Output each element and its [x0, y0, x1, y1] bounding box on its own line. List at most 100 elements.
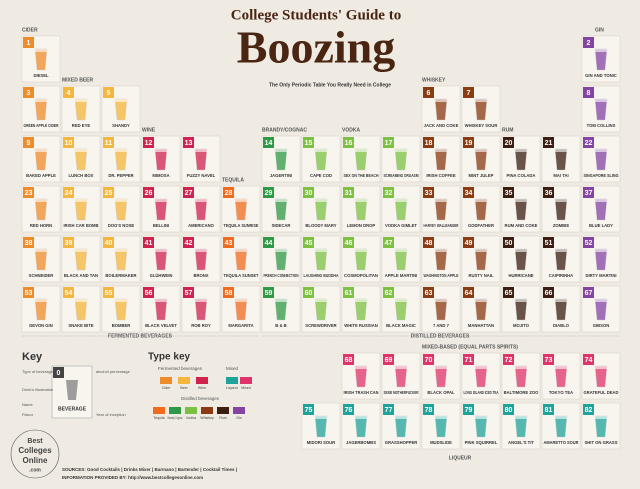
- element-cell: 10 LUNCH BOX: [61, 135, 101, 183]
- group-label: MIXED BEER: [62, 77, 94, 83]
- type-key-subhead: Fermented beverages: [158, 366, 203, 371]
- element-cell: 17 SCREAMING ORGASM: [381, 135, 421, 183]
- glass-top: [115, 249, 127, 252]
- element-cell: 28 TEQUILA SUNRISE: [221, 185, 261, 233]
- type-swatch: [153, 407, 165, 414]
- glass: [354, 415, 368, 438]
- sources: INFORMATION PROVIDED BY: http://www.best…: [62, 475, 203, 480]
- element-cell: 15 CAPE COD: [301, 135, 341, 183]
- group-label: MIXED-BASED (EQUAL PARTS SPIRITS): [422, 344, 518, 350]
- key-callout: Year of inception: [96, 412, 126, 417]
- element-number: 78: [425, 407, 433, 414]
- glass: [314, 198, 328, 221]
- element-name: BAKED APPLE: [26, 173, 56, 178]
- type-swatch: [185, 407, 197, 414]
- glass: [234, 248, 248, 271]
- element-cell: 9 BAKED APPLE: [21, 135, 61, 183]
- element-name: BLOODY MARY: [305, 223, 336, 228]
- glass: [594, 415, 608, 438]
- element-cell: 80 ANGEL'S TIT: [501, 402, 541, 450]
- element-number: 38: [25, 240, 33, 247]
- group-label: FERMENTED BEVERAGES: [108, 333, 173, 339]
- element-number: 16: [345, 140, 353, 147]
- number-box: [343, 354, 354, 365]
- element-number: 59: [265, 290, 273, 297]
- element-name: 7 AND 7: [433, 323, 450, 328]
- element-number: 49: [465, 240, 473, 247]
- big-title: Boozing: [237, 22, 395, 73]
- number-box: [583, 354, 594, 365]
- glass: [34, 248, 48, 271]
- glass: [194, 198, 208, 221]
- glass: [234, 198, 248, 221]
- element-name: SCHNEIDER: [29, 273, 54, 278]
- element-number: 39: [65, 240, 73, 247]
- element-number: 60: [305, 290, 313, 297]
- glass: [434, 298, 448, 321]
- element-number: 2: [587, 40, 591, 47]
- glass: [74, 298, 88, 321]
- element-cell: 7 WHISKEY SOUR: [461, 85, 501, 133]
- glass: [74, 98, 88, 121]
- element-name: IRISH CAR BOMB: [64, 223, 99, 228]
- element-cell: 61 WHITE RUSSIAN: [341, 285, 381, 333]
- number-box: [183, 187, 194, 198]
- glass: [394, 148, 408, 171]
- element-name: RED EYE: [72, 123, 91, 128]
- group-label: LIQUEUR: [449, 455, 472, 461]
- number-box: [383, 187, 394, 198]
- glass-top: [115, 149, 127, 152]
- element-name: MUDSLIDE: [430, 440, 452, 445]
- glass-top: [555, 416, 567, 419]
- number-box: [383, 354, 394, 365]
- glass-top: [35, 249, 47, 252]
- number-box: [423, 187, 434, 198]
- element-number: 81: [545, 407, 553, 414]
- number-box: [223, 237, 234, 248]
- element-cell: 2 GIN AND TONIC: [581, 35, 621, 83]
- glass: [594, 298, 608, 321]
- element-name: FUZZY NAVEL: [187, 173, 216, 178]
- element-number: 25: [105, 190, 113, 197]
- glass-top: [475, 99, 487, 102]
- element-cell: 47 APPLE MARTINI: [381, 235, 421, 283]
- number-box: [63, 287, 74, 298]
- glass: [114, 248, 128, 271]
- element-number: 56: [145, 290, 153, 297]
- glass: [314, 148, 328, 171]
- glass: [354, 298, 368, 321]
- element-cell: 30 BLOODY MARY: [301, 185, 341, 233]
- glass: [274, 298, 288, 321]
- element-name: MANHATTAN: [468, 323, 494, 328]
- key-glass: [66, 380, 78, 400]
- type-label: Mixed: [241, 386, 251, 390]
- element-name: DIABLO: [553, 323, 570, 328]
- group-label: GIN: [595, 27, 604, 33]
- glass: [474, 298, 488, 321]
- sources: SOURCES: Good Cocktails | Drinks Mixer |…: [62, 467, 237, 472]
- number-box: [463, 287, 474, 298]
- element-number: 3: [27, 90, 31, 97]
- element-cell: 50 HURRICANE: [501, 235, 541, 283]
- element-cell: 42 BRONX: [181, 235, 221, 283]
- group-label: WHISKEY: [422, 77, 446, 83]
- number-box: [343, 237, 354, 248]
- glass: [394, 415, 408, 438]
- type-label: Tequila: [153, 416, 164, 420]
- type-label: Brandy/ Cognac: [168, 416, 183, 420]
- element-cell: 26 BELLINI: [141, 185, 181, 233]
- element-cell: 56 BLACK VELVET: [141, 285, 181, 333]
- element-name: CAPE COD: [310, 173, 332, 178]
- type-swatch: [178, 377, 190, 384]
- element-name: GIN AND TONIC: [585, 73, 617, 78]
- element-name: SINGAPORE SLING: [584, 173, 619, 178]
- glass: [474, 198, 488, 221]
- element-name: MARGARITA: [228, 323, 253, 328]
- glass: [74, 248, 88, 271]
- number-box: [543, 287, 554, 298]
- element-cell: 43 TEQUILA SUNSET: [221, 235, 261, 283]
- element-cell: 33 HARVEY WALLBANGER: [421, 185, 461, 233]
- glass: [354, 148, 368, 171]
- number-box: [463, 187, 474, 198]
